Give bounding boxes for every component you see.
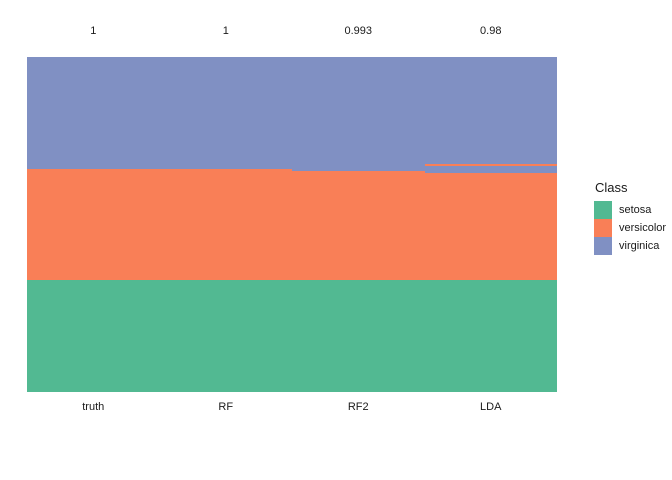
- legend-key-virginica: [594, 237, 612, 255]
- segment-versicolor: [292, 170, 425, 281]
- legend-item-setosa: setosa: [594, 201, 672, 219]
- legend-item-versicolor: versicolor: [594, 219, 672, 237]
- accuracy-label-RF2: 0.993: [344, 25, 373, 37]
- segment-versicolor: [424, 173, 557, 281]
- x-axis-labels-row: truth RF RF2 LDA: [27, 400, 557, 415]
- segment-virginica: [159, 57, 292, 169]
- segment-virginica: [424, 57, 557, 165]
- column-RF: [159, 57, 292, 393]
- segment-versicolor: [27, 168, 160, 281]
- segment-virginica: [424, 166, 557, 174]
- accuracy-labels-row: 1 1 0.993 0.98: [27, 24, 557, 39]
- segment-setosa: [424, 280, 557, 393]
- column-truth: [27, 57, 160, 393]
- segment-versicolor: [424, 164, 557, 167]
- legend-label-setosa: setosa: [619, 204, 652, 216]
- segment-virginica: [27, 57, 160, 169]
- x-tick-label-RF2: RF2: [347, 401, 369, 413]
- segment-setosa: [159, 280, 292, 393]
- plot-area: [27, 57, 557, 393]
- legend-label-virginica: virginica: [619, 240, 660, 252]
- legend-key-setosa: [594, 201, 612, 219]
- accuracy-label-LDA: 0.98: [480, 25, 502, 37]
- segment-setosa: [27, 280, 160, 393]
- legend-item-virginica: virginica: [594, 237, 672, 255]
- segment-virginica: [292, 57, 425, 171]
- x-tick-label-RF: RF: [218, 401, 234, 413]
- legend-items: setosa versicolor virginica: [594, 201, 672, 255]
- legend-label-versicolor: versicolor: [619, 222, 667, 234]
- column-LDA: [424, 57, 557, 393]
- x-tick-label-LDA: LDA: [480, 401, 502, 413]
- x-tick-label-truth: truth: [82, 401, 105, 413]
- legend-key-versicolor: [594, 219, 612, 237]
- column-RF2: [292, 57, 425, 393]
- legend-title: Class: [595, 180, 628, 195]
- accuracy-label-truth: 1: [90, 25, 97, 37]
- segment-setosa: [292, 280, 425, 393]
- legend: Class setosa versicolor virginica: [594, 180, 672, 255]
- segment-versicolor: [159, 168, 292, 281]
- accuracy-label-RF: 1: [222, 25, 229, 37]
